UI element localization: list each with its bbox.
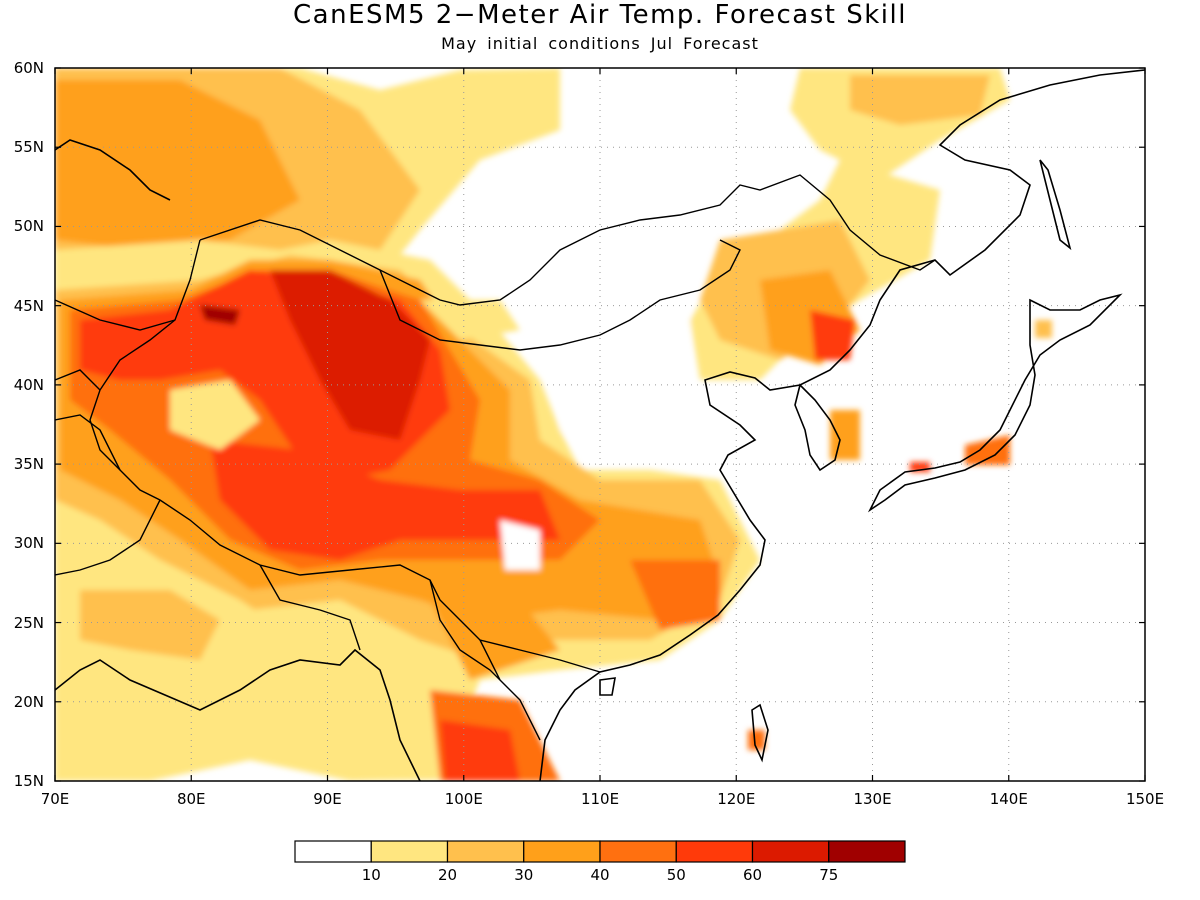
border-china-west — [89, 239, 601, 673]
coastline-india — [55, 648, 421, 781]
lon-tick-label: 140E — [989, 790, 1028, 808]
gridlines — [55, 68, 1145, 781]
border-south-asia — [55, 499, 361, 651]
colorbar-label: 40 — [590, 866, 610, 884]
colorbar-swatch — [370, 840, 449, 863]
colorbar-label: 60 — [742, 866, 763, 884]
coastline-japan — [867, 293, 1123, 513]
lat-tick-label: 60N — [13, 59, 44, 77]
skill-field — [55, 68, 1145, 781]
lat-tick-label: 55N — [13, 138, 44, 157]
colorbar-label: 75 — [819, 866, 839, 884]
lat-tick-label: 40N — [13, 375, 44, 394]
colorbar-swatch — [751, 840, 830, 863]
lon-tick-label: 110E — [580, 790, 620, 808]
border-kazakhstan — [55, 299, 176, 331]
coastline-sakhalin — [1039, 159, 1072, 251]
colorbar-label: 50 — [666, 866, 686, 884]
colorbar-label: 20 — [437, 866, 458, 884]
lon-tick-label: 150E — [1125, 790, 1165, 808]
border-se-asia — [429, 579, 541, 741]
coastlines — [55, 69, 1145, 781]
lat-tick-label: 15N — [13, 772, 44, 790]
coastline-east-asia — [539, 69, 1145, 781]
lon-tick-label: 130E — [853, 790, 892, 808]
lat-tick-label: 50N — [13, 217, 44, 236]
colorbar-label: 10 — [361, 866, 381, 884]
lat-tick-label: 35N — [13, 455, 44, 474]
lon-tick-label: 70E — [40, 790, 70, 808]
lon-tick-label: 120E — [717, 790, 756, 808]
lon-tick-label: 80E — [176, 790, 206, 808]
lon-tick-label: 100E — [444, 790, 483, 808]
coastline-caspian — [55, 139, 171, 201]
coastline-korea — [794, 383, 841, 472]
colorbar-swatch — [599, 840, 677, 863]
colorbar-swatch — [294, 840, 372, 863]
colorbar-label: 30 — [514, 866, 534, 884]
colorbar — [294, 840, 906, 863]
lon-tick-label: 90E — [313, 790, 342, 808]
coastline-hainan — [599, 677, 616, 696]
map-title: CanESM5 2−Meter Air Temp. Forecast Skill — [293, 0, 907, 30]
coastline-taiwan — [751, 703, 769, 763]
colorbar-swatch — [523, 840, 601, 863]
country-borders — [55, 174, 936, 741]
map-subtitle: May initial conditions Jul Forecast — [441, 34, 759, 53]
lat-tick-label: 30N — [13, 534, 44, 553]
border-russia-china-mongolia — [199, 174, 936, 306]
colorbar-swatch — [446, 840, 525, 863]
border-central-asia — [55, 369, 121, 471]
colorbar-swatch — [828, 840, 906, 863]
border-mongolia-china — [379, 239, 741, 351]
lat-tick-label: 45N — [13, 296, 44, 315]
lat-tick-label: 20N — [13, 692, 44, 711]
lat-tick-label: 25N — [13, 613, 44, 632]
colorbar-swatch — [675, 840, 754, 863]
